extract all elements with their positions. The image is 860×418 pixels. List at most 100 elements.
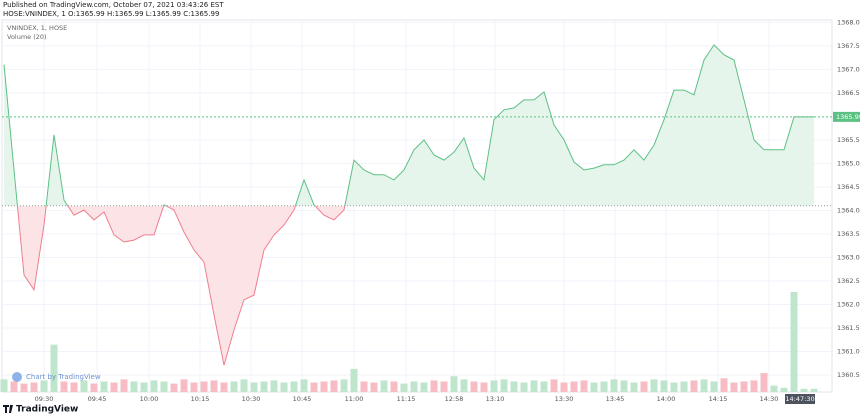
volume-bar: [290, 381, 298, 392]
volume-bar: [490, 380, 498, 392]
volume-bar: [170, 383, 178, 392]
volume-bar: [380, 380, 388, 392]
x-tick-label: 10:00: [140, 395, 159, 403]
volume-bar: [450, 376, 458, 392]
volume-bar: [470, 381, 478, 392]
volume-bar: [280, 382, 288, 392]
volume-bar: [550, 379, 558, 392]
y-tick-label: 1364.00: [837, 206, 860, 214]
y-tick-label: 1365.00: [837, 159, 860, 167]
volume-bar: [790, 292, 798, 392]
volume-bar: [40, 380, 48, 392]
volume-bar: [100, 381, 108, 392]
volume-bar: [810, 388, 818, 392]
x-tick-label: 14:00: [657, 395, 676, 403]
y-tick-label: 1363.50: [837, 230, 860, 238]
volume-bar: [300, 379, 308, 392]
legend-symbol: VNINDEX, 1, HOSE: [7, 24, 67, 32]
watermark: Chart by TradingView: [26, 373, 101, 381]
volume-bar: [580, 380, 588, 392]
volume-bar: [160, 381, 168, 392]
published-note: Published on TradingView.com, October 07…: [3, 1, 224, 9]
volume-bar: [200, 381, 208, 392]
volume-bar: [70, 382, 78, 392]
logo: TradingView: [16, 405, 78, 415]
time-box: [785, 394, 815, 404]
volume-bar: [250, 382, 258, 392]
volume-bar: [340, 379, 348, 392]
area-fill: [4, 44, 814, 366]
legend-volume: Volume (20): [7, 33, 47, 41]
volume-bar: [0, 379, 8, 392]
volume-bar: [180, 379, 188, 392]
volume-bar: [320, 381, 328, 392]
y-tick-label: 1367.50: [837, 42, 860, 50]
volume-bar: [620, 380, 628, 392]
volume-bar: [730, 382, 738, 392]
volume-bar: [500, 379, 508, 392]
volume-bar: [400, 383, 408, 392]
volume-bar: [770, 385, 778, 392]
volume-bar: [610, 379, 618, 392]
volume-bar: [10, 381, 18, 392]
volume-bar: [710, 381, 718, 392]
y-tick-label: 1362.00: [837, 301, 860, 309]
volume-bar: [740, 381, 748, 392]
volume-bar: [600, 381, 608, 392]
y-tick-label: 1361.50: [837, 324, 860, 332]
price-line: [3, 44, 814, 366]
volume-bar: [510, 381, 518, 392]
x-tick-label: 11:00: [345, 395, 364, 403]
y-tick-label: 1361.00: [837, 348, 860, 356]
volume-bar: [50, 344, 58, 392]
watermark-icon: [12, 372, 22, 382]
x-tick-label: 14:30: [760, 395, 779, 403]
x-tick-label: 09:45: [88, 395, 107, 403]
volume-bar: [590, 382, 598, 392]
volume-bar: [560, 382, 568, 392]
volume-bar: [130, 381, 138, 392]
volume-bar: [120, 379, 128, 392]
volume-bar: [690, 380, 698, 392]
volume-bar: [140, 382, 148, 392]
x-tick-label: 13:10: [486, 395, 505, 403]
x-tick-label: 12:58: [445, 395, 464, 403]
y-tick-label: 1362.50: [837, 277, 860, 285]
volume-bar: [780, 387, 788, 392]
volume-bar: [150, 380, 158, 392]
volume-bar: [640, 381, 648, 392]
volume-bar: [360, 381, 368, 392]
volume-bar: [430, 380, 438, 392]
y-tick-label: 1365.50: [837, 136, 860, 144]
volume-bar: [720, 378, 728, 392]
volume-bar: [190, 382, 198, 392]
last-price-box: [833, 111, 860, 122]
volume-bar: [480, 382, 488, 392]
volume-bar: [390, 381, 398, 392]
y-tick-label: 1360.50: [837, 371, 860, 379]
volume-bar: [440, 381, 448, 392]
volume-bar: [60, 381, 68, 392]
volume-bar: [210, 380, 218, 392]
volume-bar: [530, 380, 538, 392]
x-tick-label: 11:15: [397, 395, 416, 403]
volume-bar: [240, 379, 248, 392]
volume-bar: [680, 381, 688, 392]
volume-bar: [230, 381, 238, 392]
volume-bar: [570, 381, 578, 392]
x-tick-label: 09:30: [35, 395, 54, 403]
volume-bar: [310, 382, 318, 392]
volume-bar: [260, 381, 268, 392]
volume-bar: [350, 368, 358, 392]
volume-bar: [410, 381, 418, 392]
volume-bar: [760, 373, 768, 392]
volume-bar: [270, 380, 278, 392]
volume-bar: [30, 382, 38, 392]
volume-bar: [460, 379, 468, 392]
volume-bar: [420, 382, 428, 392]
volume-bar: [330, 380, 338, 392]
crosshair-time: 14:47:30: [785, 395, 814, 403]
y-tick-label: 1363.00: [837, 253, 860, 261]
x-tick-label: 13:30: [555, 395, 574, 403]
logo-icon: [3, 405, 13, 413]
